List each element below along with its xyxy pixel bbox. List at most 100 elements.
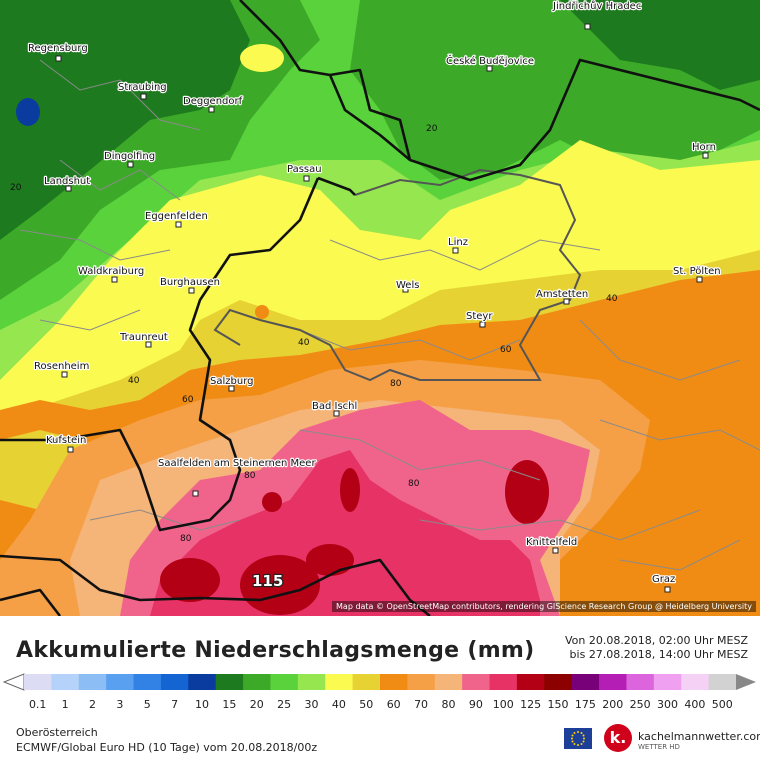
contour-label: 20 xyxy=(10,183,22,193)
scale-label: 80 xyxy=(441,698,456,711)
scale-label: 200 xyxy=(602,698,624,711)
scale-label: 40 xyxy=(331,698,346,711)
scale-swatch xyxy=(325,674,354,690)
precipitation-map: Regensburg Straubing Deggendorf České Bu… xyxy=(0,0,760,616)
band-15-northwest xyxy=(0,0,250,240)
city-label: Landshut xyxy=(44,176,90,187)
scale-arrow-left xyxy=(2,673,25,691)
eu-flag-icon xyxy=(564,728,592,749)
scale-swatch xyxy=(516,674,545,690)
city-label: Wels xyxy=(396,280,419,291)
city-label: Steyr xyxy=(466,311,493,322)
scale-swatch xyxy=(462,674,491,690)
city-label: Graz xyxy=(652,574,675,585)
scale-swatch xyxy=(243,674,271,690)
band-125-c xyxy=(505,460,549,524)
scale-arrow-right xyxy=(736,674,756,690)
scale-label: 300 xyxy=(657,698,679,711)
city-label: Traunreut xyxy=(119,332,168,343)
map-attribution: Map data © OpenStreetMap contributors, r… xyxy=(332,601,756,612)
city-label: Rosenheim xyxy=(34,361,89,372)
city-label: Dingolfing xyxy=(104,151,155,162)
region-name: Oberösterreich xyxy=(16,726,98,739)
forecast-period: Von 20.08.2018, 02:00 Uhr MESZ bis 27.08… xyxy=(565,634,748,662)
city-label: Eggenfelden xyxy=(145,211,208,222)
scale-swatch xyxy=(78,674,107,690)
scale-label: 50 xyxy=(359,698,374,711)
scale-label: 2 xyxy=(88,698,96,711)
scale-label: 100 xyxy=(492,698,514,711)
band-30-spot xyxy=(240,44,284,72)
band-125-e xyxy=(262,492,282,512)
scale-swatch xyxy=(380,674,408,690)
city-label: Deggendorf xyxy=(183,96,243,107)
scale-swatch xyxy=(160,674,189,690)
scale-swatch xyxy=(681,674,710,690)
city-label: Linz xyxy=(448,237,468,248)
city-label: Amstetten xyxy=(536,289,588,300)
contour-label: 20 xyxy=(426,124,438,134)
scale-swatch xyxy=(489,674,518,690)
city-label: Straubing xyxy=(118,82,167,93)
period-from: Von 20.08.2018, 02:00 Uhr MESZ xyxy=(564,634,748,647)
scale-label: 0.1 xyxy=(28,698,47,711)
city-label: Burghausen xyxy=(160,277,220,288)
scale-swatch xyxy=(297,674,326,690)
scale-label: 150 xyxy=(547,698,569,711)
scale-label: 175 xyxy=(574,698,596,711)
scale-swatch xyxy=(407,674,436,690)
city-label: Salzburg xyxy=(210,376,253,387)
legend-panel: Akkumulierte Niederschlagsmenge (mm) Von… xyxy=(0,616,760,760)
color-scale-labels: 0.1 1 2 3 5 7 10 15 20 25 30 40 50 60 70 80 90 100 125 150 1… xyxy=(8,698,752,712)
city-label: St. Pölten xyxy=(673,266,721,277)
scale-swatch xyxy=(24,674,52,690)
city-label: Saalfelden am Steinernen Meer xyxy=(158,458,316,469)
scale-swatch xyxy=(133,674,162,690)
scale-swatch xyxy=(270,674,299,690)
city-label: Knittelfeld xyxy=(526,537,577,548)
district-borders xyxy=(19,59,760,571)
scale-label: 250 xyxy=(629,698,651,711)
scale-label: 10 xyxy=(195,698,209,711)
city-label: Passau xyxy=(287,164,322,175)
region-outline xyxy=(213,168,582,382)
scale-swatch xyxy=(352,674,381,690)
scale-label: 70 xyxy=(414,698,429,711)
scale-swatch xyxy=(653,674,682,690)
scale-label: 25 xyxy=(277,698,292,711)
period-to: bis 27.08.2018, 14:00 Uhr MESZ xyxy=(569,648,748,661)
scale-label: 20 xyxy=(249,698,264,711)
contour-label: 80 xyxy=(180,534,192,544)
color-scale-bar xyxy=(2,673,756,691)
city-markers xyxy=(55,23,709,593)
band-10-spot xyxy=(16,98,40,126)
contour-label: 80 xyxy=(408,479,420,489)
scale-label: 7 xyxy=(171,698,179,711)
scale-swatch xyxy=(215,674,244,690)
scale-label: 15 xyxy=(222,698,237,711)
kachelmann-logo-icon[interactable]: k. xyxy=(604,724,632,752)
band-125-d xyxy=(340,468,360,512)
city-labels: Regensburg Straubing Deggendorf České Bu… xyxy=(27,0,722,586)
scale-label: 90 xyxy=(468,698,483,711)
scale-swatch xyxy=(106,674,135,690)
contour-label: 60 xyxy=(500,345,512,355)
contour-labels: 20 20 40 40 40 60 60 80 80 80 80 xyxy=(10,124,618,544)
contour-label: 40 xyxy=(128,376,140,386)
scale-swatch xyxy=(434,674,463,690)
scale-swatch xyxy=(599,674,627,690)
band-15-northeast xyxy=(560,0,760,90)
city-label: Kufstein xyxy=(46,435,86,446)
scale-label: 400 xyxy=(684,698,706,711)
city-label: Regensburg xyxy=(28,43,88,54)
scale-swatch xyxy=(51,674,80,690)
logo-text[interactable]: kachelmannwetter.com xyxy=(638,730,760,743)
scale-label: 1 xyxy=(61,698,69,711)
scale-swatch xyxy=(626,674,655,690)
page-title: Akkumulierte Niederschlagsmenge (mm) xyxy=(16,638,535,663)
contour-label: 80 xyxy=(390,379,402,389)
band-125-f xyxy=(306,544,354,576)
band-125-a xyxy=(160,558,220,602)
city-label: Jindřichův Hradec xyxy=(552,0,641,12)
contour-label: 40 xyxy=(298,338,310,348)
